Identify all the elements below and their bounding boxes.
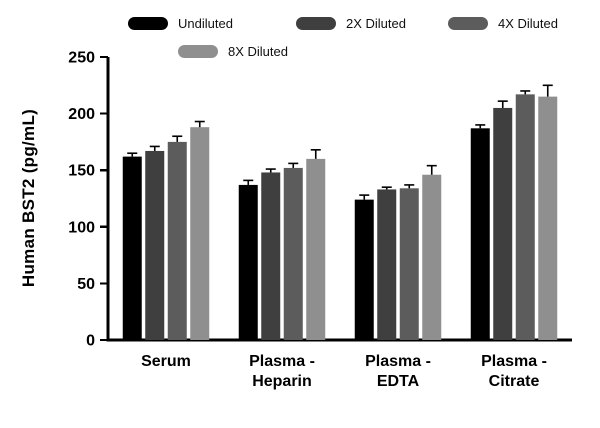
y-tick-label: 50 <box>77 276 95 293</box>
x-category-label: Serum <box>141 353 191 370</box>
y-tick-label: 100 <box>68 219 95 236</box>
legend-label: 8X Diluted <box>228 44 288 59</box>
y-tick-label: 250 <box>68 50 95 67</box>
bar <box>470 128 490 340</box>
y-tick-label: 150 <box>68 163 95 180</box>
legend: Undiluted 2X Diluted 4X Diluted 8X Diluted <box>128 16 590 59</box>
x-category-label: Plasma - <box>481 353 547 370</box>
bar <box>261 172 281 340</box>
bar <box>283 167 303 340</box>
legend-label: 4X Diluted <box>498 16 558 31</box>
bar <box>190 127 210 341</box>
legend-item: 4X Diluted <box>448 16 588 31</box>
legend-swatch <box>296 17 336 30</box>
bar <box>354 199 374 340</box>
legend-swatch <box>448 17 488 30</box>
bar <box>122 156 142 340</box>
x-category-label: Heparin <box>252 373 312 390</box>
y-axis-title: Human BST2 (pg/mL) <box>19 109 38 287</box>
bar <box>422 174 442 340</box>
x-category-label: Plasma - <box>365 353 431 370</box>
legend-label: Undiluted <box>178 16 233 31</box>
bar <box>399 188 419 340</box>
legend-item: Undiluted <box>128 16 296 31</box>
bar <box>515 94 535 340</box>
bar <box>538 96 558 341</box>
legend-item: 8X Diluted <box>178 44 288 59</box>
bar <box>145 150 165 340</box>
x-category-label: EDTA <box>377 373 420 390</box>
plot-area: 0 50 100 150 200 250 Serum Plasma - Heparin Plasm… <box>68 50 572 390</box>
bar <box>167 141 187 340</box>
y-tick-label: 0 <box>86 333 95 350</box>
legend-label: 2X Diluted <box>346 16 406 31</box>
bar <box>238 184 258 340</box>
x-category-label: Plasma - <box>249 353 315 370</box>
bar <box>377 189 397 340</box>
y-tick-label: 200 <box>68 106 95 123</box>
legend-swatch <box>178 45 218 58</box>
legend-item: 2X Diluted <box>296 16 448 31</box>
bar <box>306 158 326 340</box>
x-category-label: Citrate <box>489 373 540 390</box>
bar <box>493 107 513 340</box>
legend-swatch <box>128 17 168 30</box>
